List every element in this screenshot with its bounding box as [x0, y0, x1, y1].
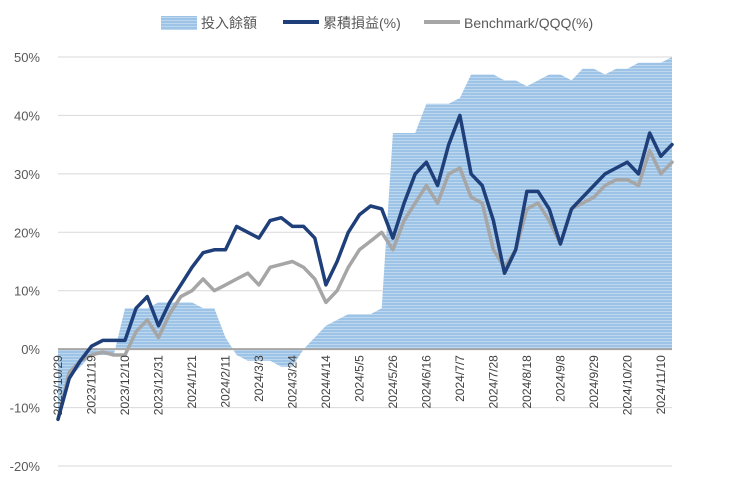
x-tick-label: 2024/3/3 — [252, 355, 266, 402]
investment-balance-area — [58, 57, 672, 420]
x-tick-label: 2024/3/24 — [285, 355, 299, 409]
y-tick-label: -20% — [10, 459, 41, 474]
legend: 投入餘額 累積損益(%) Benchmark/QQQ(%) — [161, 15, 593, 31]
x-tick-label: 2024/5/26 — [386, 355, 400, 409]
x-tick-label: 2024/10/20 — [620, 355, 634, 415]
x-tick-label: 2023/11/19 — [84, 355, 98, 414]
y-axis: 50% 40% 30% 20% 10% 0% -10% -20% — [10, 50, 41, 474]
legend-item-cumulative: 累積損益(%) — [283, 15, 401, 31]
y-tick-label: -10% — [10, 401, 41, 416]
x-tick-label: 2023/12/10 — [118, 355, 132, 415]
x-tick-label: 2024/2/11 — [218, 355, 232, 408]
x-axis: 2023/10/29 2023/11/19 2023/12/10 2023/12/31… — [51, 355, 668, 415]
legend-item-benchmark: Benchmark/QQQ(%) — [424, 15, 593, 31]
x-tick-label: 2024/11/10 — [654, 355, 668, 414]
legend-label-cumulative: 累積損益(%) — [323, 15, 401, 31]
legend-item-balance: 投入餘額 — [161, 15, 257, 31]
legend-swatch-balance — [161, 16, 197, 30]
x-tick-label: 2023/12/31 — [151, 355, 165, 415]
x-tick-label: 2024/7/7 — [453, 355, 467, 402]
y-tick-label: 30% — [14, 167, 40, 182]
x-tick-label: 2024/8/18 — [520, 355, 534, 409]
x-tick-label: 2023/10/29 — [51, 355, 65, 415]
y-tick-label: 10% — [14, 284, 40, 299]
x-tick-label: 2024/4/14 — [319, 355, 333, 409]
x-tick-label: 2024/9/8 — [553, 355, 567, 402]
x-tick-label: 2024/5/5 — [352, 355, 366, 402]
x-tick-label: 2024/1/21 — [185, 355, 199, 409]
y-tick-label: 50% — [14, 50, 40, 65]
x-tick-label: 2024/7/28 — [486, 355, 500, 409]
legend-label-balance: 投入餘額 — [201, 15, 257, 31]
series-lines — [56, 113, 674, 422]
x-tick-label: 2024/6/16 — [419, 355, 433, 409]
y-tick-label: 20% — [14, 225, 40, 240]
legend-label-benchmark: Benchmark/QQQ(%) — [464, 15, 593, 31]
y-tick-label: 0% — [21, 342, 40, 357]
area-series-balance — [58, 57, 672, 420]
x-tick-label: 2024/9/29 — [587, 355, 601, 409]
y-tick-label: 40% — [14, 108, 40, 123]
line-series-cumulative — [56, 113, 674, 422]
